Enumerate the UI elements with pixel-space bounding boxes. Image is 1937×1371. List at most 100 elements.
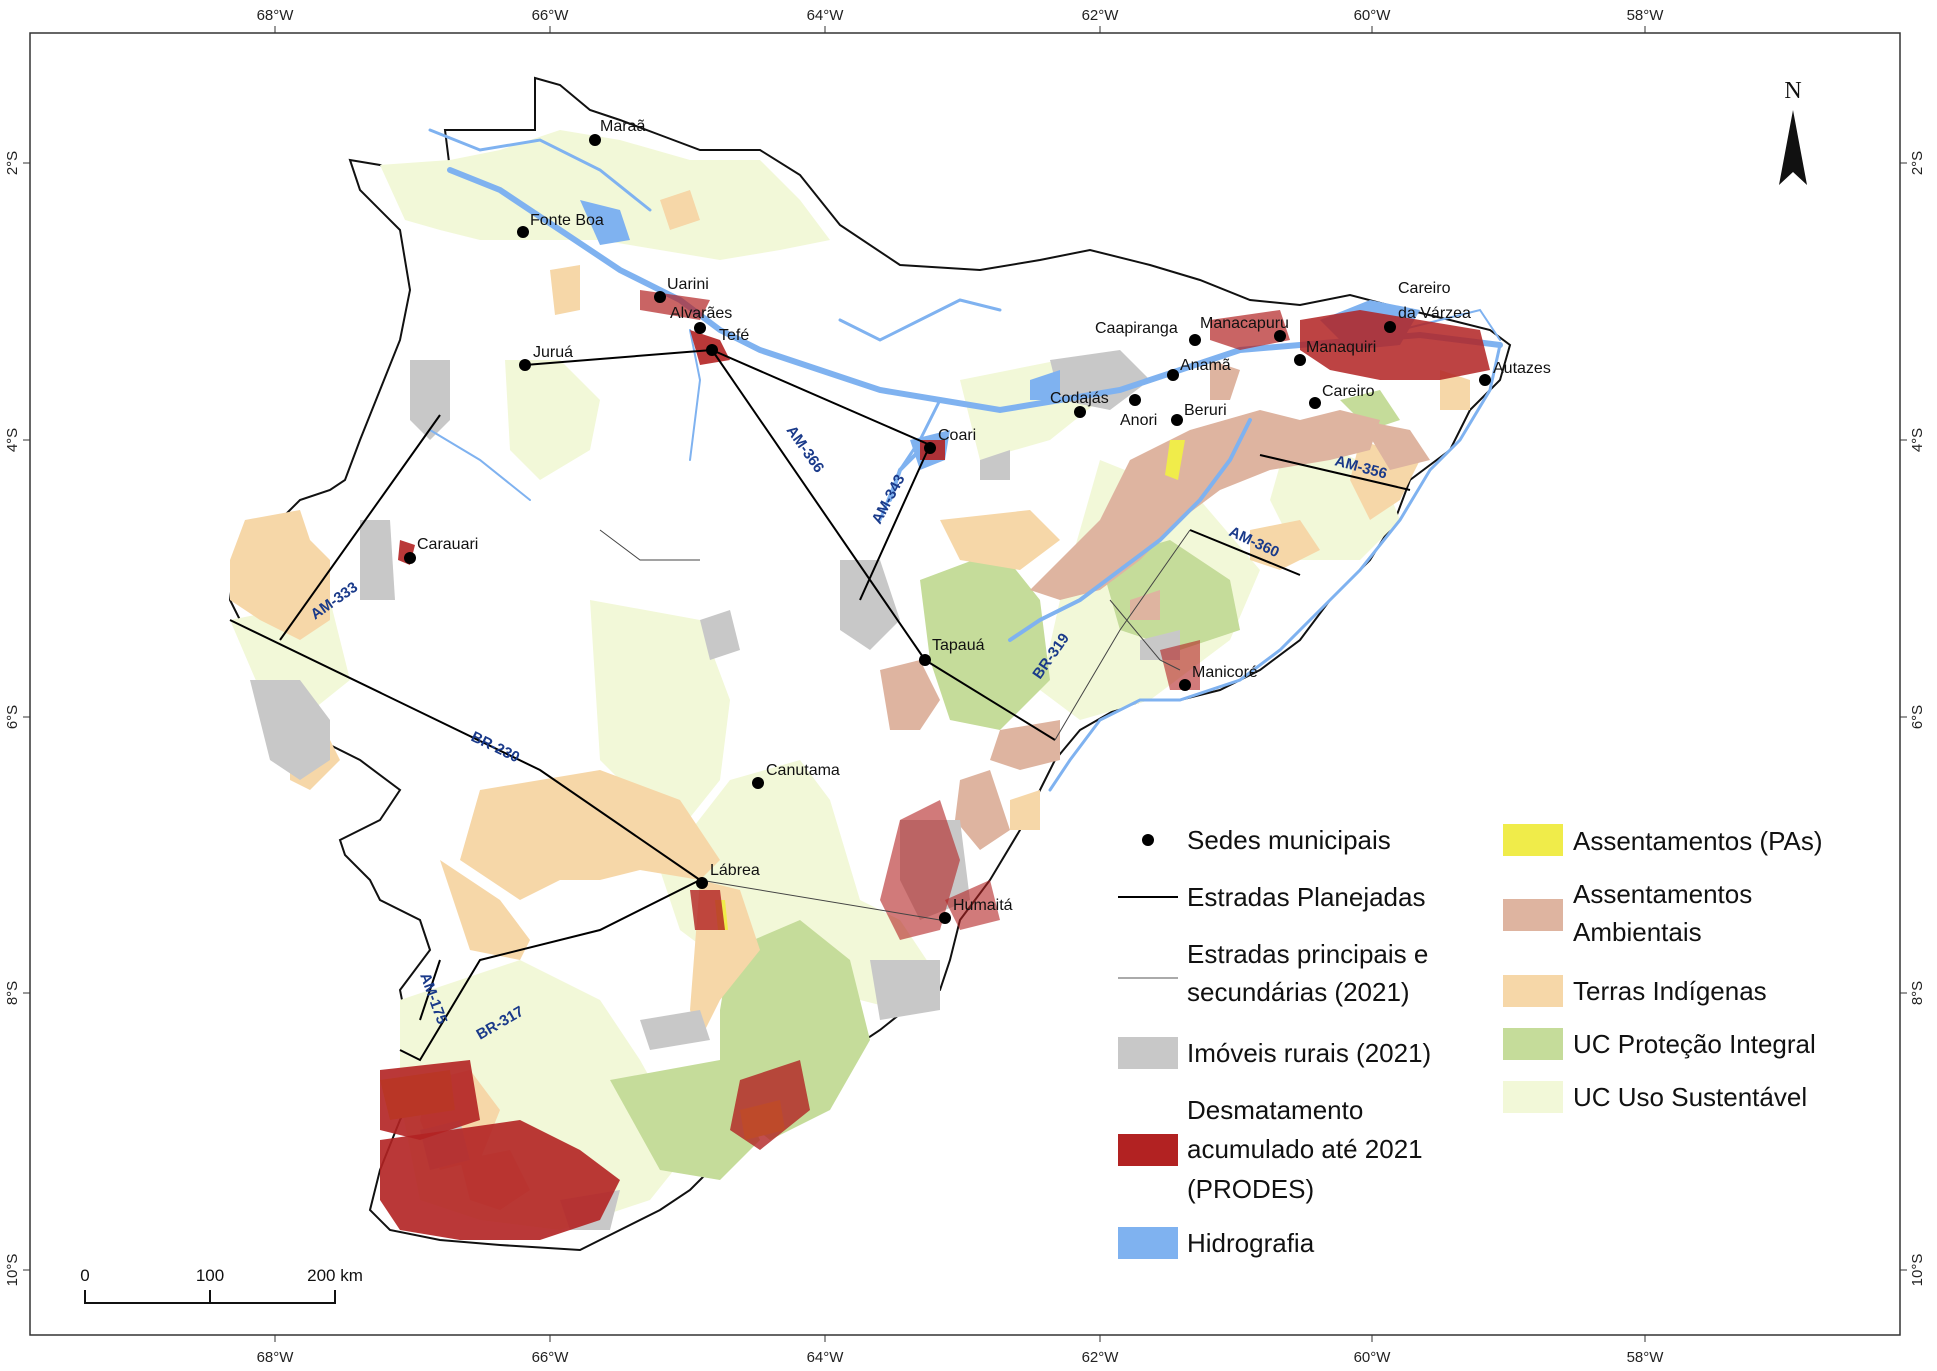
legend-hydro-symbol — [1118, 1227, 1178, 1259]
lon-bottom-label: 68°W — [257, 1349, 295, 1366]
legend-indigenous-label: Terras Indígenas — [1573, 976, 1767, 1006]
lon-bottom-labels: 68°W 66°W 64°W 62°W 60°W 58°W — [257, 1349, 1665, 1366]
env-settlement-areas — [880, 360, 1430, 850]
city-marker[interactable] — [924, 442, 936, 454]
lon-top-label: 66°W — [532, 7, 570, 24]
legend-deforest-label: acumulado até 2021 — [1187, 1134, 1423, 1164]
legend-hydro-label: Hidrografia — [1187, 1228, 1315, 1258]
legend-env-label: Assentamentos — [1573, 879, 1752, 909]
lon-bottom-label: 58°W — [1627, 1349, 1665, 1366]
legend-env-label: Ambientais — [1573, 917, 1702, 947]
city-label-careiro-varzea: da Várzea — [1398, 305, 1471, 322]
lon-top-label: 68°W — [257, 7, 295, 24]
legend: Sedes municipais Estradas Planejadas Est… — [1118, 824, 1823, 1259]
city-marker[interactable] — [519, 359, 531, 371]
lon-top-label: 62°W — [1082, 7, 1120, 24]
city-marker[interactable] — [517, 226, 529, 238]
city-markers — [404, 134, 1491, 924]
north-arrow: N — [1779, 78, 1807, 185]
city-label-humaita: Humaitá — [953, 897, 1013, 914]
lon-top-label: 60°W — [1354, 7, 1392, 24]
city-marker[interactable] — [706, 344, 718, 356]
legend-deforest-label: Desmatamento — [1187, 1095, 1363, 1125]
lat-right-label: 4°S — [1909, 428, 1926, 452]
main-secondary-roads — [599, 529, 1191, 921]
legend-pa-symbol — [1503, 824, 1563, 856]
legend-uc-sustainable-symbol — [1503, 1081, 1563, 1113]
lon-top-label: 64°W — [807, 7, 845, 24]
city-label-jurua: Juruá — [533, 344, 573, 361]
city-marker[interactable] — [1167, 369, 1179, 381]
city-marker[interactable] — [1129, 394, 1141, 406]
city-marker[interactable] — [694, 322, 706, 334]
lat-right-label: 8°S — [1909, 981, 1926, 1005]
rural-property-areas — [250, 350, 1180, 1230]
scale-tick-label: 0 — [80, 1266, 89, 1285]
city-label-coari: Coari — [938, 427, 976, 444]
city-label-tefe: Tefé — [719, 327, 749, 344]
city-marker[interactable] — [1294, 354, 1306, 366]
north-arrow-icon — [1779, 110, 1807, 185]
legend-sedes-label: Sedes municipais — [1187, 825, 1391, 855]
legend-env-symbol — [1503, 899, 1563, 931]
city-label-caapiranga: Caapiranga — [1095, 320, 1178, 337]
city-label-manicore: Manicoré — [1192, 664, 1258, 681]
lon-bottom-label: 60°W — [1354, 1349, 1392, 1366]
city-label-fonte-boa: Fonte Boa — [530, 212, 604, 229]
lat-left-label: 2°S — [4, 151, 21, 175]
lon-top-labels: 68°W 66°W 64°W 62°W 60°W 58°W — [257, 7, 1665, 24]
city-marker[interactable] — [696, 877, 708, 889]
city-marker[interactable] — [1309, 397, 1321, 409]
lat-left-label: 10°S — [4, 1254, 21, 1287]
city-marker[interactable] — [1479, 374, 1491, 386]
lon-top-label: 58°W — [1627, 7, 1665, 24]
city-marker[interactable] — [1171, 414, 1183, 426]
city-label-canutama: Canutama — [766, 762, 840, 779]
city-marker[interactable] — [1074, 406, 1086, 418]
lon-bottom-label: 62°W — [1082, 1349, 1120, 1366]
scale-tick-label: 100 — [196, 1266, 224, 1285]
city-label-alvaraes: Alvarães — [670, 305, 732, 322]
city-marker[interactable] — [752, 777, 764, 789]
city-label-maraa: Maraã — [600, 118, 645, 135]
lon-bottom-label: 66°W — [532, 1349, 570, 1366]
city-marker[interactable] — [1189, 334, 1201, 346]
city-marker[interactable] — [404, 552, 416, 564]
lon-bottom-label: 64°W — [807, 1349, 845, 1366]
legend-deforest-label: (PRODES) — [1187, 1174, 1314, 1204]
city-label-manaquiri: Manaquiri — [1306, 339, 1376, 356]
city-label-uarini: Uarini — [667, 276, 709, 293]
legend-rural-symbol — [1118, 1037, 1178, 1069]
legend-main-roads-label: secundárias (2021) — [1187, 977, 1410, 1007]
city-label-autazes: Autazes — [1493, 360, 1551, 377]
lat-right-labels: 2°S 4°S 6°S 8°S 10°S — [1909, 151, 1926, 1287]
city-marker[interactable] — [939, 912, 951, 924]
city-marker[interactable] — [919, 654, 931, 666]
city-label-labrea: Lábrea — [710, 862, 760, 879]
lat-left-labels: 2°S 4°S 6°S 8°S 10°S — [4, 151, 21, 1287]
lat-right-label: 2°S — [1909, 151, 1926, 175]
legend-indigenous-symbol — [1503, 975, 1563, 1007]
lat-right-label: 10°S — [1909, 1254, 1926, 1287]
lat-left-label: 4°S — [4, 428, 21, 452]
legend-rural-label: Imóveis rurais (2021) — [1187, 1038, 1431, 1068]
legend-uc-integral-symbol — [1503, 1028, 1563, 1060]
legend-planned-label: Estradas Planejadas — [1187, 882, 1425, 912]
legend-uc-integral-label: UC Proteção Integral — [1573, 1029, 1816, 1059]
city-label-tapaua: Tapauá — [932, 637, 985, 654]
city-label-beruri: Beruri — [1184, 402, 1227, 419]
city-marker[interactable] — [1179, 679, 1191, 691]
north-label: N — [1784, 78, 1801, 104]
scale-tick-label: 200 km — [307, 1266, 363, 1285]
city-marker[interactable] — [1274, 330, 1286, 342]
city-labels: Maraã Fonte Boa Uarini Alvarães Tefé Jur… — [417, 118, 1551, 914]
city-marker[interactable] — [654, 291, 666, 303]
city-marker[interactable] — [589, 134, 601, 146]
lat-right-label: 6°S — [1909, 705, 1926, 729]
city-marker[interactable] — [1384, 321, 1396, 333]
legend-deforest-symbol — [1118, 1134, 1178, 1166]
city-label-anama: Anamã — [1180, 357, 1231, 374]
legend-pa-label: Assentamentos (PAs) — [1573, 826, 1823, 856]
city-label-manacapuru: Manacapuru — [1200, 315, 1289, 332]
